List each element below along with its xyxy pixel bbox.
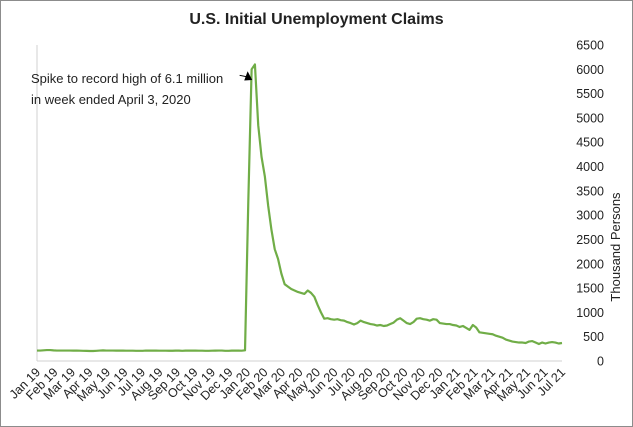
axes [36, 45, 562, 362]
annotation: Spike to record high of 6.1 million in we… [31, 71, 253, 107]
annotation-text-line: Spike to record high of 6.1 million [31, 71, 223, 86]
y-tick-label: 1000 [576, 306, 604, 320]
annotation-text-line: in week ended April 3, 2020 [31, 92, 191, 107]
y-axis-label: Thousand Persons [608, 192, 623, 302]
y-tick-label: 5500 [576, 87, 604, 101]
y-tick-label: 4500 [576, 136, 604, 150]
y-tick-label: 0 [597, 355, 604, 369]
y-tick-label: 3000 [576, 209, 604, 223]
y-tick-label: 1500 [576, 282, 604, 296]
y-tick-label: 5000 [576, 111, 604, 125]
series-line [37, 63, 563, 353]
y-tick-label: 6000 [576, 63, 604, 77]
y-tick-label: 6500 [576, 39, 604, 53]
y-tick-label: 4000 [576, 160, 604, 174]
series [37, 63, 563, 353]
y-tick-label: 2000 [576, 257, 604, 271]
chart-title: U.S. Initial Unemployment Claims [189, 11, 444, 28]
annotation-arrowhead [244, 71, 253, 81]
y-tick-label: 3500 [576, 184, 604, 198]
y-tick-label: 2500 [576, 233, 604, 247]
y-tick-labels: 0 500 1000 1500 2000 2500 3000 3500 4000 4500 5000… [576, 39, 604, 369]
y-tick-label: 500 [583, 330, 604, 344]
